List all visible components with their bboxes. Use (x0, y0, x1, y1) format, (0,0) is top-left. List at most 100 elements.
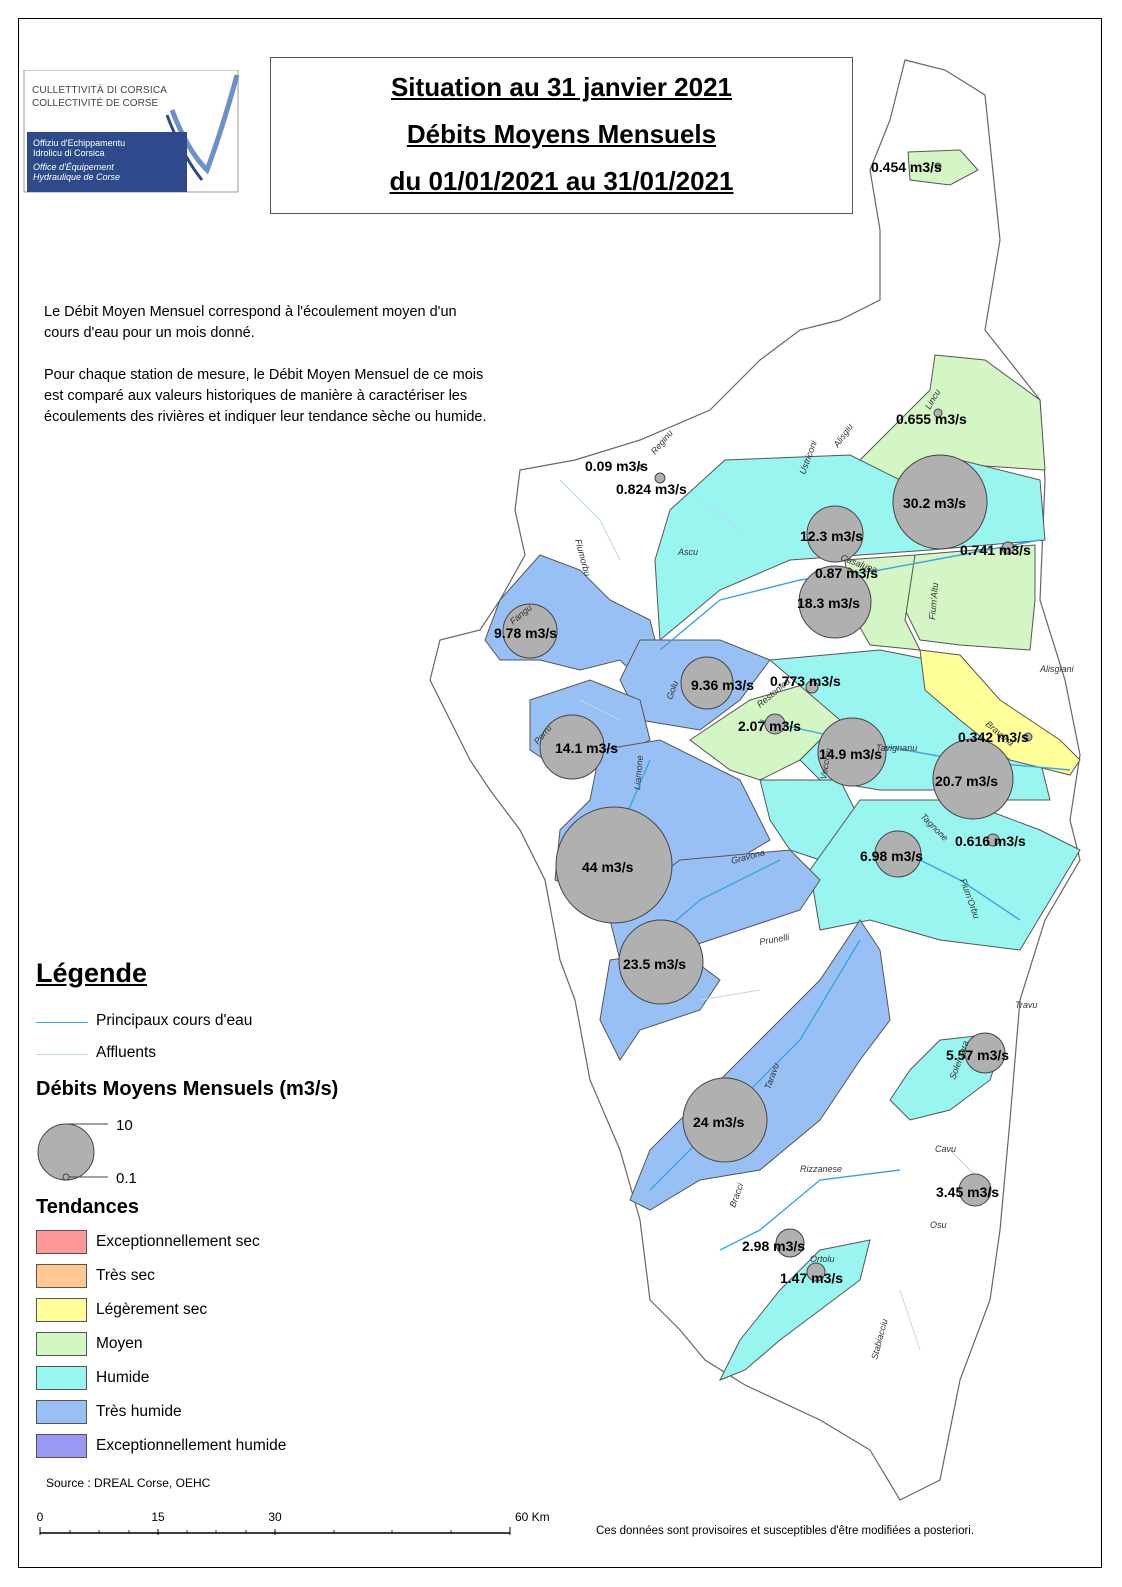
river-name-15: Tavignanu (876, 743, 917, 753)
station-label-26: 1.47 m3/s (780, 1270, 843, 1286)
trend-label-tres-sec: Très sec (96, 1267, 155, 1284)
logo-band: Offiziu d'Echippamentu Idrolicu di Corsi… (27, 132, 187, 192)
station-bubble-3 (637, 464, 643, 470)
source-note: Source : DREAL Corse, OEHC (46, 1476, 211, 1490)
scale-tick-0: 0 (37, 1510, 44, 1524)
station-bubble-9 (798, 565, 872, 639)
station-bubble-5 (892, 454, 988, 550)
station-label-2: 0.655 m3/s (896, 411, 967, 427)
rivers (559, 479, 1071, 1351)
station-bubbles (502, 162, 1033, 1282)
station-label-21: 23.5 m3/s (623, 956, 686, 972)
logo-line-5: Office d'Équipement (33, 162, 114, 172)
disclaimer: Ces données sont provisoires et suscepti… (596, 1525, 975, 1537)
station-bubble-15 (817, 717, 887, 787)
river-name-17: Alisgiani (1039, 664, 1075, 674)
station-label-24: 3.45 m3/s (936, 1184, 999, 1200)
legend-size-symbol: 10 0.1 (37, 1117, 137, 1187)
river-name-27: Rizzanese (800, 1164, 842, 1174)
logo-line-4: Idrolicu di Corsica (33, 148, 105, 158)
map-frame (18, 18, 1102, 1568)
river-name-6: Ascu (677, 547, 698, 557)
station-bubble-1 (934, 162, 942, 170)
tributary-1 (559, 479, 991, 1351)
river-name-12: Liamone (632, 755, 645, 790)
scale-bar: 0 15 30 60 Km (37, 1510, 550, 1535)
station-label-14: 14.1 m3/s (555, 740, 618, 756)
station-bubble-20 (555, 806, 673, 924)
trend-label-moyen: Moyen (96, 1335, 143, 1352)
watershed-ortolu-humide (718, 1239, 871, 1381)
logo-line-1: CULLETTIVITÀ DI CORSICA (32, 85, 168, 96)
station-bubble-17 (932, 738, 1014, 820)
trend-label-tres-humide: Très humide (96, 1403, 182, 1420)
station-label-3: 0.09 m3/s (585, 458, 648, 474)
station-label-9: 18.3 m3/s (797, 595, 860, 611)
station-bubble-24 (958, 1173, 992, 1207)
station-bubble-21 (618, 919, 704, 1005)
station-label-1: 0.454 m3/s (871, 159, 942, 175)
station-label-10: 9.78 m3/s (494, 625, 557, 641)
station-bubble-10 (502, 603, 558, 659)
station-label-15: 14.9 m3/s (819, 746, 882, 762)
station-bubble-19 (874, 830, 922, 878)
trend-label-exceptionnellement-humide: Exceptionnellement humide (96, 1437, 287, 1454)
legend-flows-title: Débits Moyens Mensuels (m3/s) (36, 1078, 339, 1100)
station-label-25: 2.98 m3/s (742, 1238, 805, 1254)
station-label-17: 20.7 m3/s (935, 773, 998, 789)
intro-paragraph-1: Le Débit Moyen Mensuel correspond à l'éc… (44, 304, 457, 341)
station-label-18: 0.616 m3/s (955, 833, 1026, 849)
legend-size-large-label: 10 (116, 1117, 133, 1134)
station-label-4: 0.824 m3/s (616, 481, 687, 497)
station-bubble-4 (654, 472, 666, 484)
scale-tick-15: 15 (151, 1510, 165, 1524)
watershed-fiumorbu-humide (809, 799, 1081, 951)
legend-tributary-label: Affluents (96, 1044, 157, 1061)
logo-line-3: Offiziu d'Echippamentu (33, 138, 126, 148)
river-name-26: Osu (930, 1220, 947, 1230)
main-river-taravu (649, 939, 861, 1191)
station-label-23: 24 m3/s (693, 1114, 745, 1130)
oehc-logo: CULLETTIVITÀ DI CORSICA COLLECTIVITÉ DE … (22, 70, 242, 198)
legend-main-river-line (36, 1022, 88, 1023)
station-label-7: 0.741 m3/s (960, 542, 1031, 558)
trend-swatch-moyen (36, 1332, 87, 1356)
logo-line-2: COLLECTIVITÉ DE CORSE (32, 98, 159, 109)
station-label-19: 6.98 m3/s (860, 848, 923, 864)
station-bubble-18 (986, 833, 1000, 847)
title-line-1: Situation au 31 janvier 2021 (390, 72, 733, 102)
station-label-8: 0.87 m3/s (815, 565, 878, 581)
trend-swatch-exceptionnellement-humide (36, 1434, 87, 1458)
trend-label-exceptionnellement-sec: Exceptionnellement sec (96, 1233, 260, 1250)
watershed-bravona-leger-sec (919, 649, 1081, 776)
trend-label-humide: Humide (96, 1369, 150, 1386)
trend-swatch-humide (36, 1366, 87, 1390)
watershed-ostriconi-moyen (907, 149, 979, 186)
station-label-5: 30.2 m3/s (903, 495, 966, 511)
station-bubble-22 (964, 1032, 1006, 1074)
station-label-13: 2.07 m3/s (738, 718, 801, 734)
legend-title: Légende (36, 958, 148, 988)
legend-tributary-line (36, 1054, 88, 1055)
legend-size-small-label: 0.1 (116, 1170, 137, 1187)
trend-swatch-tres-sec (36, 1264, 87, 1288)
trend-swatch-exceptionnellement-sec (36, 1230, 87, 1254)
river-name-29: Ortolu (810, 1254, 835, 1264)
station-label-22: 5.57 m3/s (946, 1047, 1009, 1063)
title-box: Situation au 31 janvier 2021 Débits Moye… (270, 57, 853, 214)
station-bubble-6 (806, 505, 864, 563)
station-bubble-13 (764, 713, 786, 735)
station-bubble-26 (806, 1262, 826, 1282)
station-label-6: 12.3 m3/s (800, 528, 863, 544)
legend-trends-title: Tendances (36, 1196, 139, 1218)
station-label-12: 0.773 m3/s (770, 673, 841, 689)
station-bubble-11 (680, 656, 734, 710)
river-name-23: Travu (1015, 1000, 1037, 1010)
trend-swatch-legerement-sec (36, 1298, 87, 1322)
trend-label-legerement-sec: Légèrement sec (96, 1301, 208, 1318)
scale-tick-60: 60 Km (515, 1510, 550, 1524)
title-line-3: du 01/01/2021 au 31/01/2021 (389, 166, 734, 196)
scale-tick-30: 30 (268, 1510, 282, 1524)
station-bubble-23 (682, 1077, 768, 1163)
